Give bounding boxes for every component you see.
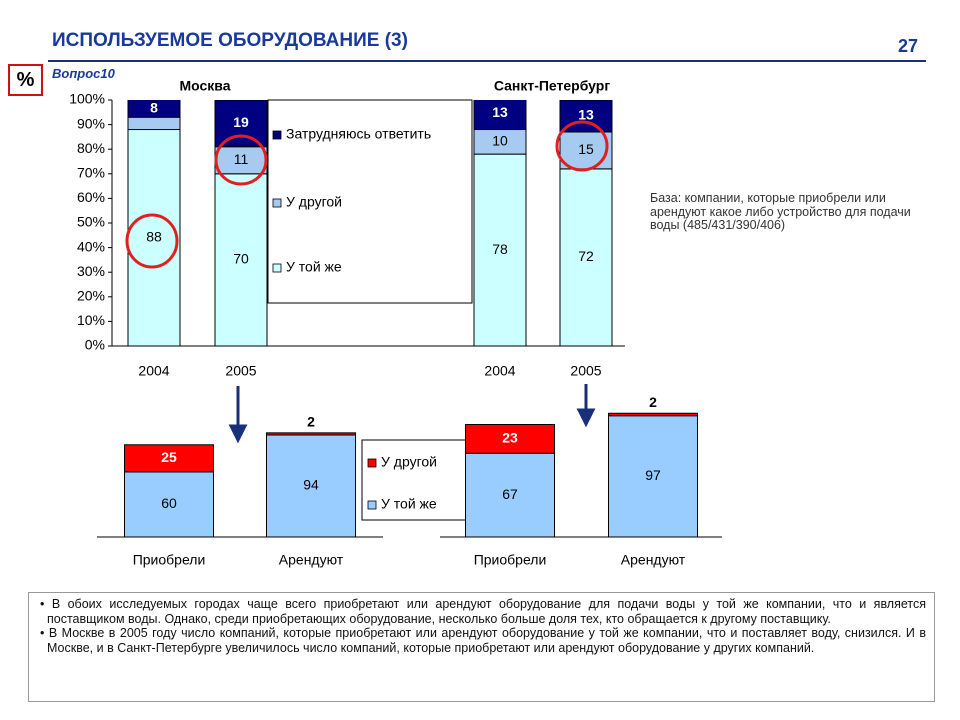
bar-segment xyxy=(127,129,181,347)
bar-segment xyxy=(473,129,527,155)
legend-label: У другой xyxy=(286,194,342,210)
bar-segment xyxy=(127,100,181,118)
data-label: 2 xyxy=(307,414,315,430)
plot xyxy=(124,432,356,538)
data-label: 25 xyxy=(161,449,177,465)
x-tick-label: 2005 xyxy=(225,363,256,379)
data-label: 10 xyxy=(492,133,508,149)
y-tick-label: 80% xyxy=(77,140,105,156)
data-label: 23 xyxy=(502,430,518,446)
x-tick-label: Арендуют xyxy=(279,552,344,568)
group-label: Санкт-Петербург xyxy=(494,78,611,94)
charts: 88 70 78 72 5 11 10 15 8 19 13 13 2004 2005 2004 2005 0%… xyxy=(69,78,722,568)
bullet: В обоих исследуемых городах чаще всего п… xyxy=(47,597,926,626)
legend-swatch xyxy=(272,263,282,273)
data-label: 2 xyxy=(649,394,657,410)
y-tick-label: 90% xyxy=(77,115,105,131)
legend-swatch xyxy=(272,198,282,208)
y-tick-label: 30% xyxy=(77,263,105,279)
bullet: В Москве в 2005 году число компаний, кот… xyxy=(47,626,926,655)
data-label: 67 xyxy=(502,486,518,502)
y-tick-label: 70% xyxy=(77,165,105,181)
bar-segment xyxy=(124,444,214,473)
arrows xyxy=(228,384,596,444)
bar-segment xyxy=(465,452,555,538)
header-rule xyxy=(48,60,926,62)
bar-segment xyxy=(127,116,181,131)
bar-segment xyxy=(266,432,356,436)
base-note: База: компании, которые приобрели или ар… xyxy=(650,191,911,232)
x-tick-label: Арендуют xyxy=(621,552,686,568)
bar-segment xyxy=(465,424,555,454)
y-tick-label: 0% xyxy=(85,337,105,353)
highlight-circles xyxy=(125,120,609,269)
data-label: 70 xyxy=(233,251,249,267)
data-label: 8 xyxy=(150,100,158,116)
x-tick-label: 2004 xyxy=(138,363,169,379)
data-label: 78 xyxy=(492,241,508,257)
bullet-box: В обоих исследуемых городах чаще всего п… xyxy=(28,592,935,702)
x-tick-label: 2005 xyxy=(570,363,601,379)
y-tick-label: 40% xyxy=(77,238,105,254)
plot xyxy=(127,100,613,347)
bar-segment xyxy=(473,100,527,131)
data-label: 60 xyxy=(161,495,177,511)
y-tick-label: 20% xyxy=(77,288,105,304)
question-label: Вопрос10 xyxy=(52,66,115,81)
legend-swatch xyxy=(367,458,377,468)
plot xyxy=(465,412,698,538)
y-tick-label: 60% xyxy=(77,189,105,205)
data-label: 94 xyxy=(303,477,319,493)
data-label: 13 xyxy=(492,104,508,120)
legend-label: Затрудняюсь ответить xyxy=(286,126,431,142)
data-label: 11 xyxy=(234,151,249,167)
legend-swatch xyxy=(272,130,282,140)
bar-segment xyxy=(214,100,268,148)
x-tick-label: Приобрели xyxy=(474,552,547,568)
y-tick-label: 50% xyxy=(77,214,105,230)
data-label: 19 xyxy=(233,114,249,130)
bar-segment xyxy=(266,434,356,538)
legend-label: У той же xyxy=(286,259,342,275)
bar-segment xyxy=(559,131,613,170)
data-label: 97 xyxy=(645,467,661,483)
group-label: Москва xyxy=(179,78,230,94)
data-label: 13 xyxy=(578,107,594,123)
data-label: 88 xyxy=(146,228,162,244)
page-number: 27 xyxy=(898,36,919,56)
legend-label: У той же xyxy=(381,496,437,512)
legend-label: У другой xyxy=(381,454,437,470)
bar-segment xyxy=(608,412,698,417)
bar-segment xyxy=(608,415,698,538)
unit-box: % xyxy=(8,64,43,96)
x-tick-label: Приобрели xyxy=(133,552,206,568)
y-tick-label: 100% xyxy=(69,91,105,107)
legend-swatch xyxy=(367,500,377,510)
data-label: 15 xyxy=(578,141,594,157)
slide-title: ИСПОЛЬЗУЕМОЕ ОБОРУДОВАНИЕ (3) xyxy=(52,30,408,51)
data-label: 72 xyxy=(578,248,594,264)
y-tick-label: 10% xyxy=(77,312,105,328)
data-label: 5 xyxy=(150,98,158,114)
legend-box xyxy=(267,99,473,304)
x-tick-label: 2004 xyxy=(484,363,515,379)
bar-segment xyxy=(124,471,214,538)
legend-box xyxy=(361,439,471,521)
